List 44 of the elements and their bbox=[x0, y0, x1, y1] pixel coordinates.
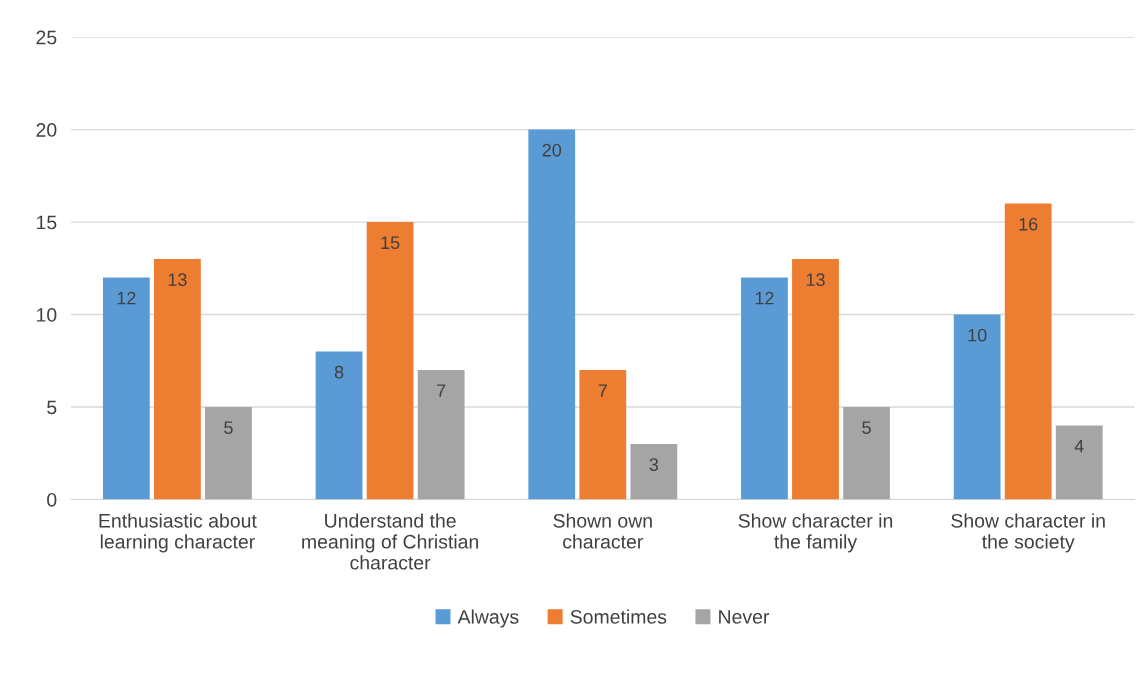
y-tick-label: 5 bbox=[47, 400, 57, 415]
bar bbox=[579, 370, 627, 500]
bar bbox=[417, 370, 465, 500]
y-tick-label: 15 bbox=[37, 215, 57, 230]
data-label: 4 bbox=[1074, 439, 1084, 453]
legend-label: Never bbox=[719, 610, 770, 624]
x-tick-label: Shown own character bbox=[553, 513, 652, 549]
data-label: 10 bbox=[968, 328, 987, 342]
legend-label: Sometimes bbox=[570, 609, 667, 624]
legend-label: Always bbox=[457, 609, 519, 628]
x-tick-label: Show character in the family bbox=[738, 513, 893, 553]
bar bbox=[1004, 203, 1052, 500]
data-label: 7 bbox=[598, 384, 607, 397]
bar bbox=[205, 407, 252, 500]
data-label: 20 bbox=[542, 143, 562, 157]
data-label: 13 bbox=[168, 273, 187, 287]
x-tick-label: Show character in the society bbox=[951, 513, 1105, 553]
x-tick-label: Enthusiastic about learning character bbox=[99, 513, 257, 553]
bar bbox=[843, 407, 890, 500]
data-label: 8 bbox=[334, 365, 344, 379]
bar bbox=[528, 129, 576, 500]
y-tick-label: 25 bbox=[36, 30, 57, 45]
x-tick-label: Understand the meaning of Christian character bbox=[302, 513, 479, 570]
y-tick-label: 10 bbox=[37, 308, 57, 322]
bar bbox=[630, 444, 678, 500]
data-label: 16 bbox=[1019, 217, 1038, 231]
bar bbox=[953, 314, 1001, 500]
bar bbox=[741, 277, 788, 500]
data-label: 5 bbox=[224, 421, 233, 435]
data-label: 13 bbox=[806, 273, 825, 287]
data-label: 3 bbox=[649, 458, 659, 471]
data-label: 15 bbox=[381, 236, 400, 250]
data-label: 7 bbox=[437, 384, 446, 397]
data-label: 5 bbox=[862, 421, 871, 435]
bar bbox=[154, 259, 201, 500]
data-label: 12 bbox=[755, 291, 774, 305]
bar bbox=[792, 259, 839, 500]
y-tick-label: 20 bbox=[36, 123, 57, 137]
bar bbox=[1055, 425, 1103, 500]
y-tick-label: 0 bbox=[47, 492, 57, 507]
bar bbox=[102, 277, 150, 500]
bar bbox=[315, 351, 363, 500]
data-label: 12 bbox=[117, 291, 136, 305]
bar bbox=[366, 222, 414, 500]
